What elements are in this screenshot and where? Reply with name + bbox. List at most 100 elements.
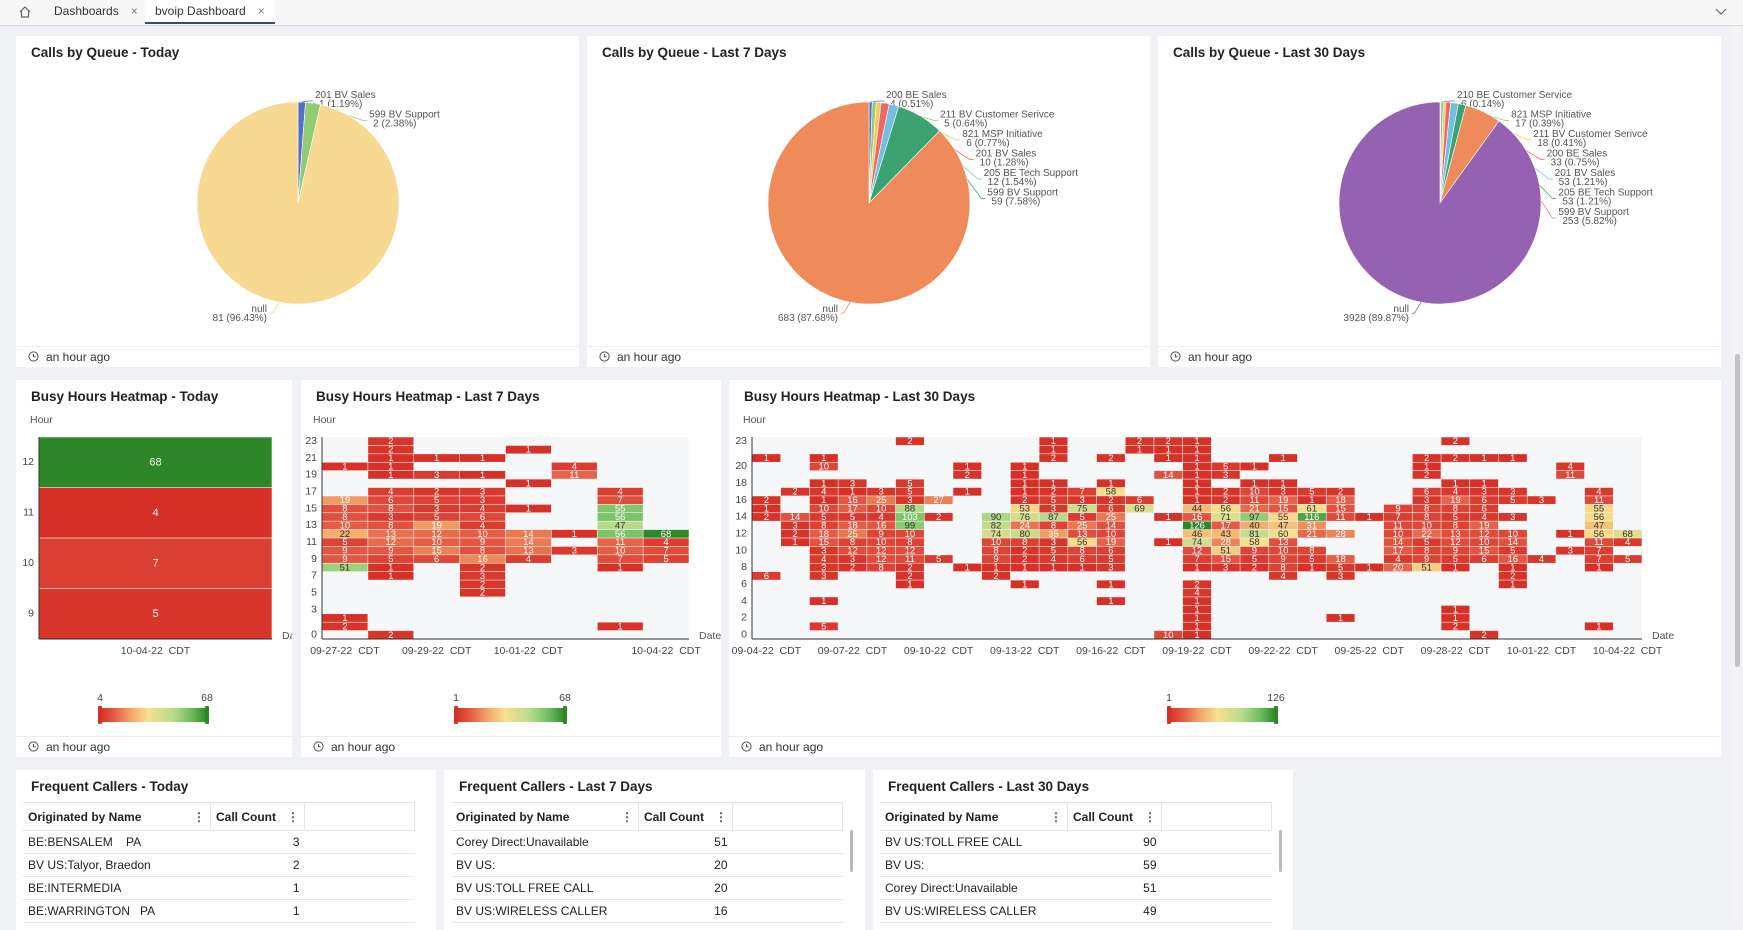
clock-hands [318, 744, 321, 748]
cell-label: 8 [388, 520, 393, 531]
heat-cell [838, 496, 867, 505]
scrollbar-thumb[interactable] [1735, 354, 1740, 667]
heat-cell [1584, 563, 1613, 572]
cell-label: 1 [1252, 478, 1257, 489]
heat-cell [752, 496, 781, 505]
heat-cell [643, 546, 689, 555]
heat-cell [1470, 513, 1499, 521]
cell-label: 12 [1192, 546, 1203, 557]
cell-label: 10 [1421, 520, 1432, 531]
heat-cell [1412, 546, 1441, 555]
cell-label: 2 [1051, 453, 1056, 464]
heat-cell [459, 546, 506, 555]
x-tick-label: 09-13-22 CDT [990, 645, 1060, 657]
heat-cell [867, 529, 896, 538]
heat-cell [459, 571, 506, 580]
cell-label: 2 [388, 445, 393, 456]
cell-label: 3 [1280, 487, 1285, 498]
slice-label: 6 (0.77%) [966, 138, 1009, 149]
column-spacer [304, 802, 415, 831]
heat-cell [1441, 538, 1470, 547]
heat-cell [597, 538, 643, 547]
heat-cell [895, 529, 924, 538]
column-header[interactable]: Call Count ⋮ [1067, 802, 1162, 831]
cell-label: 1 [1022, 487, 1027, 498]
column-header[interactable]: Call Count ⋮ [210, 802, 305, 831]
cell-label: 24 [1019, 520, 1030, 531]
clock-face [1170, 351, 1181, 362]
home-icon[interactable] [18, 5, 32, 19]
x-axis-title: Date [699, 630, 721, 642]
cell-label: 1 [1453, 478, 1458, 489]
heat-cell [953, 563, 982, 572]
column-header[interactable]: Call Count ⋮ [638, 802, 733, 831]
cell-label: 31 [1307, 520, 1318, 531]
heat-cell [1383, 563, 1413, 572]
heat-cell [1269, 563, 1298, 572]
y-tick-label: 5 [311, 586, 317, 598]
slice-label: 4 (0.51%) [890, 99, 933, 110]
updated-text: an hour ago [331, 740, 396, 754]
row-spacer [304, 830, 415, 854]
heat-cell [368, 445, 414, 454]
heat-cell [597, 504, 643, 513]
cell-label: 1 [1194, 445, 1199, 456]
cell-label: 11 [1565, 470, 1575, 481]
heat-cell [1096, 555, 1125, 563]
y-tick-label: 18 [735, 477, 747, 489]
clock-face [599, 351, 610, 362]
cell-label: 6 [388, 495, 393, 506]
cell-label: 2 [480, 579, 485, 590]
cell-label: 10 [477, 529, 488, 540]
column-header[interactable]: Originated by Name ⋮ [23, 802, 211, 831]
column-header[interactable]: Originated by Name ⋮ [880, 802, 1068, 831]
heat-cell [1182, 529, 1212, 538]
heat-cell [1498, 454, 1527, 462]
y-tick-label: 21 [305, 452, 317, 464]
cell-label: 5 [907, 478, 912, 489]
y-axis-title: Hour [313, 414, 336, 426]
x-tick-label: 09-22-22 CDT [1248, 645, 1318, 657]
cell-label: 1 [1022, 562, 1027, 573]
heat-cell [1068, 496, 1097, 505]
heat-cell [322, 538, 368, 547]
heat-cell [1326, 504, 1355, 513]
cell-label: 6 [1108, 504, 1113, 515]
tab-active[interactable]: bvoip Dashboard × [145, 0, 275, 24]
collapse-icon[interactable] [1715, 7, 1727, 17]
call-count: 1 [210, 876, 305, 900]
row-spacer [304, 899, 415, 923]
heat-cell [1326, 563, 1355, 572]
heat-cell [953, 462, 982, 471]
cell-label: 3 [1338, 571, 1343, 582]
cell-label: 61 [1307, 504, 1318, 515]
panel-title: Frequent Callers - Last 7 Days [459, 779, 653, 794]
heat-cell [1498, 487, 1527, 496]
panel-title: Calls by Queue - Last 7 Days [602, 45, 787, 60]
cell-label: 3 [388, 512, 393, 523]
cell-label: 2 [1194, 579, 1199, 590]
clock-hands [604, 354, 607, 358]
cell-label: 1 [526, 478, 531, 489]
cell-label: 1 [480, 453, 485, 464]
cell-label: 5 [1453, 554, 1458, 565]
heat-cell [459, 454, 506, 462]
column-header[interactable]: Originated by Name ⋮ [451, 802, 639, 831]
panel-title: Calls by Queue - Last 30 Days [1173, 45, 1366, 60]
heat-cell [1010, 580, 1039, 589]
cell-label: 10 [876, 537, 887, 548]
cell-label: 90 [991, 512, 1002, 523]
cell-label: 1 [965, 487, 970, 498]
caller-name: BV US:Talyor, Braedon [23, 853, 211, 877]
header-row: Originated by Name ⋮ Call Count ⋮ [451, 802, 843, 831]
cell-label: 1 [1481, 453, 1486, 464]
cell-label: 12 [386, 537, 397, 548]
heat-cell [1068, 513, 1097, 521]
slice-name: 821 MSP Initiative [1511, 110, 1592, 121]
cell-label: 1 [1481, 478, 1486, 489]
cell-label: 1 [1309, 495, 1314, 506]
row-spacer [1161, 830, 1272, 854]
cell-label: 3 [1108, 562, 1113, 573]
tab[interactable]: Dashboards × [54, 4, 138, 18]
heat-cell [368, 563, 414, 572]
